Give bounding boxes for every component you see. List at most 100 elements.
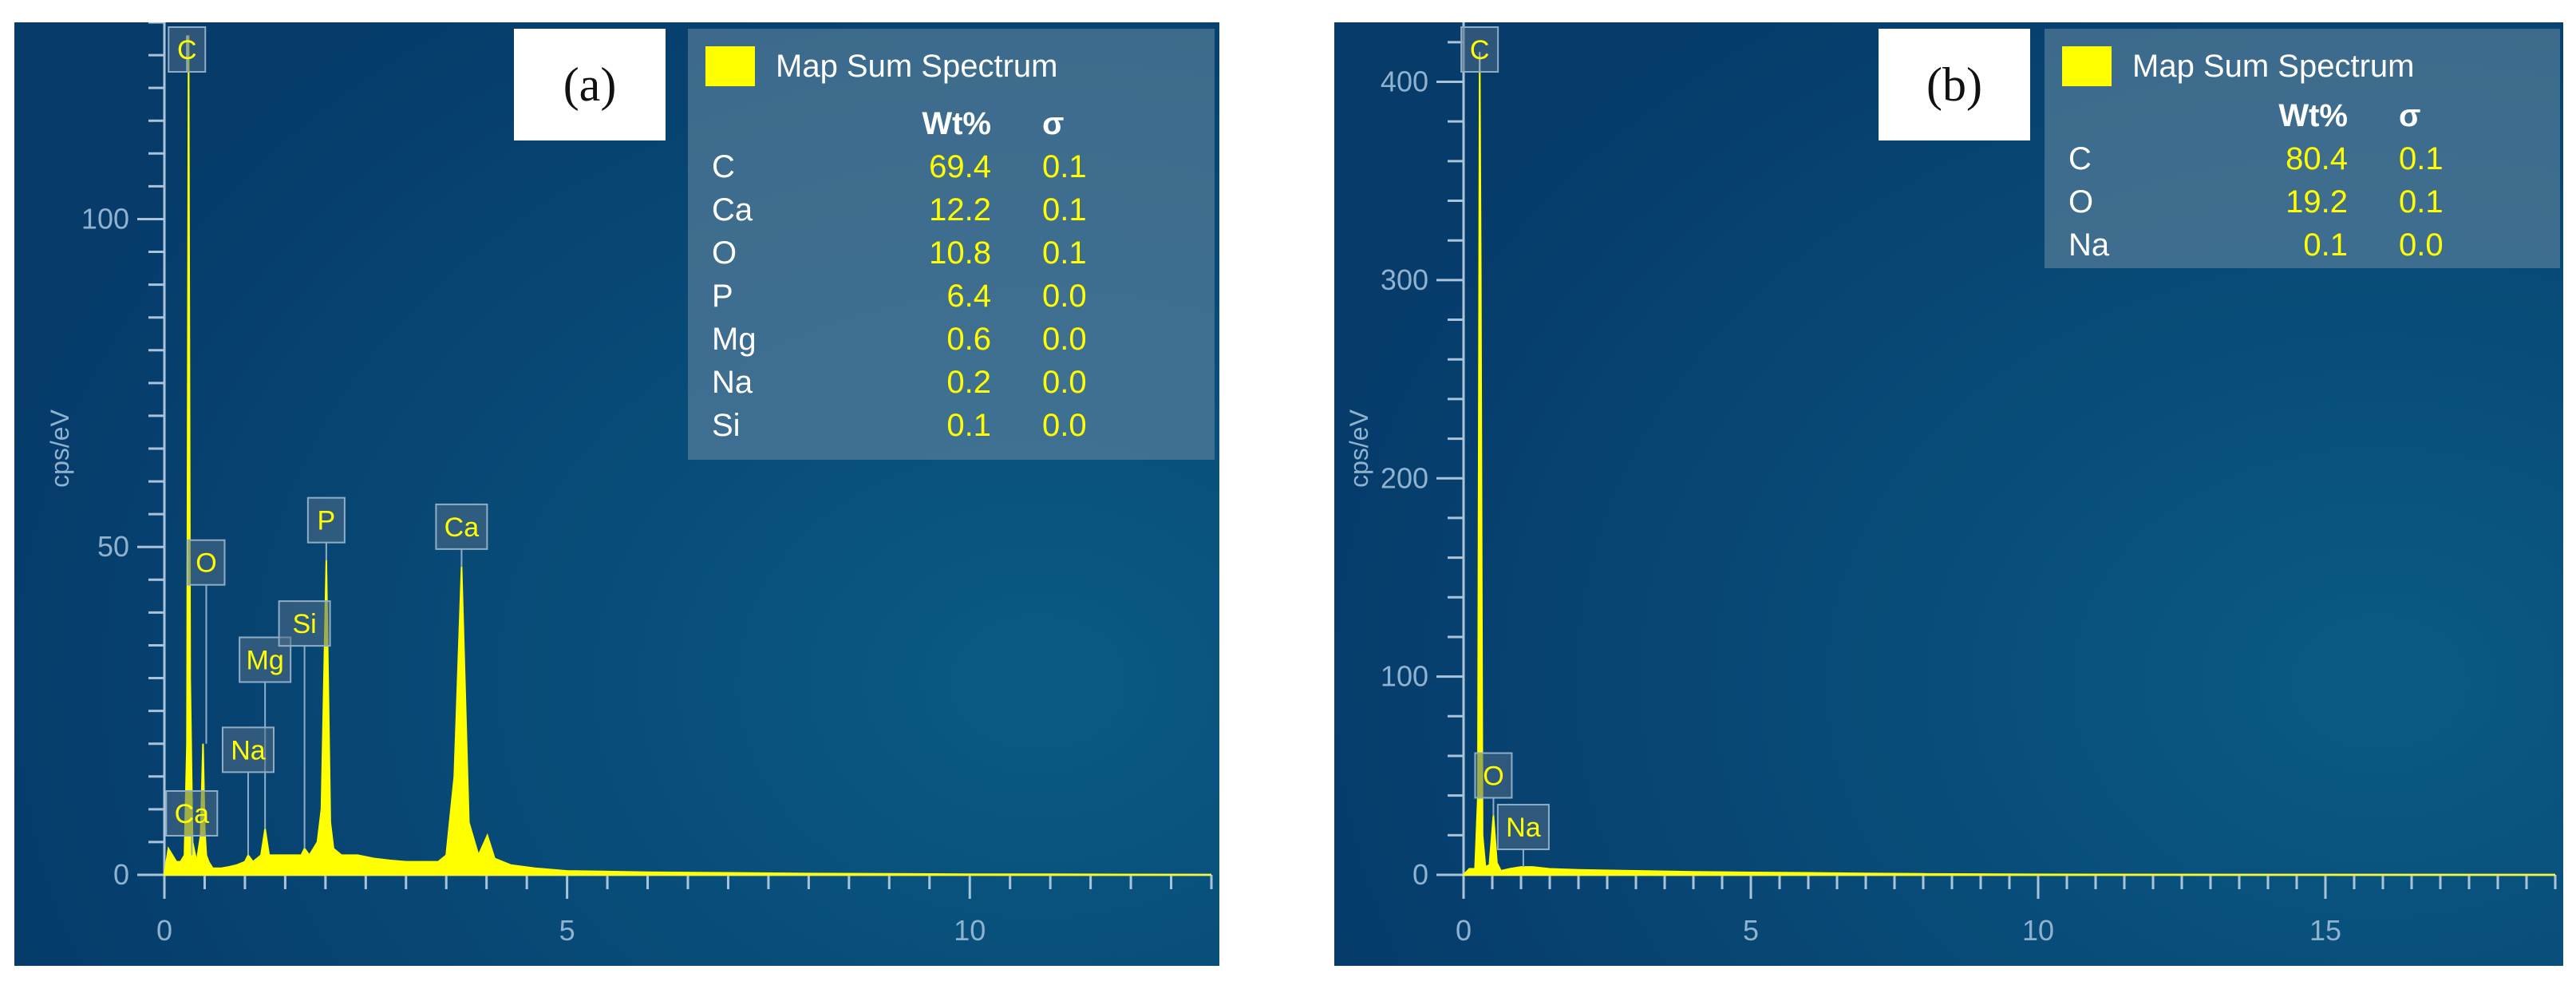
peak-label: C (1460, 26, 1499, 73)
legend-element: O (2068, 184, 2094, 220)
legend-swatch-a (705, 46, 755, 86)
peak-label: Ca (435, 503, 488, 567)
legend-wt: 0.2 (946, 364, 991, 400)
peak-label: P (306, 496, 346, 560)
peak-label-text: C (1470, 35, 1490, 65)
peak-label-box (221, 726, 275, 773)
legend-col-element (2068, 94, 2236, 137)
legend-element: Si (712, 407, 741, 443)
peak-label-text: Mg (247, 645, 284, 675)
x-tick-label: 10 (954, 914, 986, 947)
x-tick-label: 10 (2022, 914, 2054, 947)
peak-label: O (187, 539, 226, 744)
peak-label-text: Na (231, 735, 266, 765)
peak-label: Ca (165, 790, 219, 856)
legend-header-row: Wt% σ (2068, 94, 2550, 137)
legend-col-sigma: σ (2399, 97, 2421, 133)
legend-element: P (712, 278, 733, 314)
legend-row: Si 0.1 0.0 (712, 404, 1194, 447)
peak-label-box (187, 539, 226, 586)
legend-sigma: 0.1 (1042, 192, 1087, 227)
x-tick-label: 5 (1743, 914, 1759, 947)
legend-box-a: Map Sum Spectrum Wt% σ C 69.4 0.1 Ca 12.… (688, 29, 1215, 460)
y-tick-label: 0 (1412, 858, 1428, 891)
peak-label-text: Ca (444, 512, 480, 543)
spectrum-panel-b: 0 100 200 300 400 0 5 10 15 cps/eV C O Na (b) Map Su… (1334, 22, 2563, 966)
spectrum-panel-a: 0 50 100 0 5 10 cps/eV C O Mg Na Si P Ca Ca (a) Map Su… (14, 22, 1219, 966)
x-tick-label: 0 (1456, 914, 1472, 947)
legend-sigma: 0.0 (1042, 407, 1087, 443)
peak-label-box (1496, 804, 1550, 851)
legend-title-b: Map Sum Spectrum (2132, 48, 2415, 84)
legend-wt: 0.1 (946, 407, 991, 443)
legend-row: O 10.8 0.1 (712, 231, 1194, 275)
legend-row: C 80.4 0.1 (2068, 137, 2550, 180)
legend-row: C 69.4 0.1 (712, 145, 1194, 188)
legend-sigma: 0.0 (1042, 321, 1087, 357)
y-tick-label: 300 (1381, 263, 1428, 296)
peak-label-text: C (177, 35, 197, 65)
peak-label-box (278, 600, 331, 647)
x-tick-label: 15 (2309, 914, 2341, 947)
legend-title-a: Map Sum Spectrum (776, 48, 1058, 84)
legend-sigma: 0.1 (2399, 140, 2444, 176)
legend-row: Na 0.1 0.0 (2068, 223, 2550, 267)
legend-sigma: 0.1 (2399, 184, 2444, 220)
peak-label: Na (221, 726, 275, 856)
legend-row: Mg 0.6 0.0 (712, 318, 1194, 361)
legend-wt: 6.4 (946, 278, 991, 314)
legend-col-wt: Wt% (2278, 97, 2348, 133)
legend-wt: 19.2 (2286, 184, 2348, 220)
legend-row: P 6.4 0.0 (712, 275, 1194, 318)
spectrum-series (163, 35, 1212, 876)
peak-label-text: P (318, 506, 336, 536)
legend-sigma: 0.0 (1042, 278, 1087, 314)
peak-label-text: O (196, 548, 216, 579)
peak-label-box (435, 503, 488, 550)
peak-label-box (306, 496, 346, 544)
legend-element: C (2068, 140, 2092, 176)
legend-header-a: Map Sum Spectrum (705, 46, 1057, 86)
peak-label-text: O (1483, 761, 1503, 791)
spectrum-series (1461, 52, 2555, 876)
legend-sigma: 0.1 (1042, 235, 1087, 271)
legend-table-a: Wt% σ C 69.4 0.1 Ca 12.2 0.1 O 10.8 (712, 102, 1194, 447)
y-tick-label: 100 (1381, 660, 1428, 693)
y-tick-label: 100 (81, 202, 129, 235)
legend-row: Ca 12.2 0.1 (712, 188, 1194, 231)
x-tick-label: 0 (156, 914, 172, 947)
legend-element: C (712, 148, 735, 184)
legend-wt: 0.1 (2303, 227, 2348, 263)
peak-label: O (1474, 752, 1513, 816)
x-tick-label: 5 (559, 914, 575, 947)
peak-label-text: Ca (175, 799, 210, 829)
y-tick-label: 0 (113, 858, 129, 891)
peak-label: Na (1496, 804, 1550, 868)
peak-label-text: Si (292, 609, 316, 639)
y-tick-label: 400 (1381, 65, 1428, 98)
legend-swatch-b (2062, 46, 2112, 86)
panel-label-a: (a) (514, 29, 666, 140)
legend-wt: 69.4 (929, 148, 991, 184)
legend-element: Ca (712, 192, 753, 227)
legend-sigma: 0.0 (2399, 227, 2444, 263)
y-tick-label: 200 (1381, 461, 1428, 494)
legend-element: O (712, 235, 737, 271)
y-axis-label: cps/eV (1345, 409, 1373, 487)
panel-label-b: (b) (1879, 29, 2030, 140)
legend-row: Na 0.2 0.0 (712, 361, 1194, 404)
peak-label-text: Na (1506, 813, 1541, 843)
legend-box-b: Map Sum Spectrum Wt% σ C 80.4 0.1 O 19.2 (2045, 29, 2560, 268)
legend-sigma: 0.1 (1042, 148, 1087, 184)
legend-col-element (712, 102, 879, 145)
peak-label: C (168, 26, 207, 73)
legend-header-row: Wt% σ (712, 102, 1194, 145)
y-tick-label: 50 (97, 530, 129, 563)
legend-wt: 12.2 (929, 192, 991, 227)
legend-wt: 0.6 (946, 321, 991, 357)
legend-col-wt: Wt% (922, 105, 991, 141)
legend-element: Na (712, 364, 753, 400)
legend-header-b: Map Sum Spectrum (2062, 46, 2414, 86)
peak-label: Si (278, 600, 331, 849)
legend-element: Mg (712, 321, 757, 357)
